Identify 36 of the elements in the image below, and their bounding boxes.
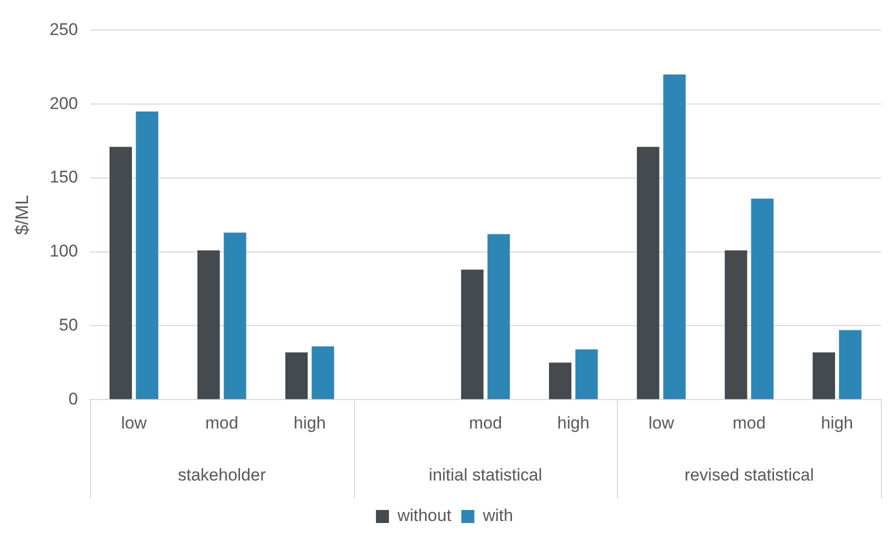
bar: [487, 234, 510, 400]
bar: [110, 146, 132, 400]
bar: [312, 346, 334, 400]
y-tick-label: 0: [68, 389, 78, 408]
bar: [224, 232, 246, 400]
legend-label: with: [482, 506, 514, 526]
x-tick-label: high: [820, 413, 854, 432]
y-tick-label: 150: [50, 168, 78, 187]
bar: [724, 250, 748, 400]
bar: [285, 352, 308, 400]
bar: [197, 250, 220, 400]
y-tick-label: 250: [50, 20, 78, 39]
x-tick-label: mod: [468, 413, 502, 432]
x-tick-label: mod: [205, 413, 238, 432]
bar: [461, 270, 484, 400]
bar: [636, 146, 660, 400]
y-axis-title: $/ML: [12, 194, 32, 235]
x-tick-label: low: [648, 413, 675, 432]
bar: [663, 74, 686, 400]
legend-label: without: [396, 506, 452, 526]
bar: [839, 330, 862, 400]
x-tick-label: mod: [732, 413, 766, 432]
bar: [812, 352, 836, 400]
bar: [575, 349, 598, 400]
text: stakeholder: [178, 466, 266, 485]
text: initial statistical: [428, 466, 542, 485]
x-tick-label: high: [294, 413, 326, 432]
bar: [751, 198, 774, 400]
bar: [548, 362, 572, 400]
y-tick-label: 50: [59, 315, 78, 334]
y-tick-label: 100: [50, 242, 78, 261]
y-tick-label: 200: [50, 94, 78, 113]
x-tick-label: high: [557, 413, 590, 432]
bar: [136, 111, 158, 400]
text: revised statistical: [684, 466, 814, 485]
x-tick-label: low: [121, 413, 148, 432]
